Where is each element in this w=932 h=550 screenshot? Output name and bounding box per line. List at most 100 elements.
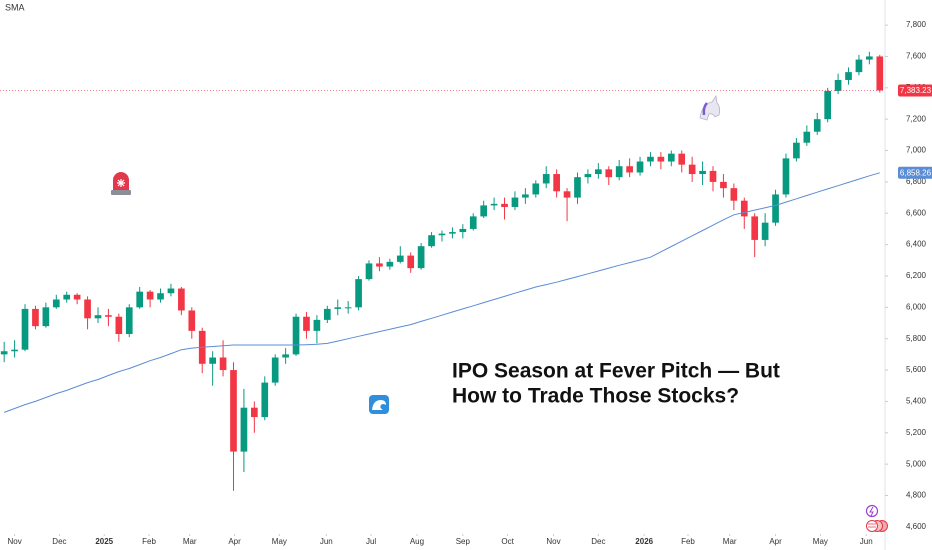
candle-body (323, 308, 331, 320)
candle-body (761, 222, 769, 240)
candle-body (219, 357, 227, 371)
x-tick-label: Jun (320, 537, 333, 546)
x-tick-label: Mar (183, 537, 197, 546)
candle-body (866, 56, 873, 60)
candle-body (532, 183, 540, 195)
candle-body (428, 235, 435, 247)
x-tick-label: Nov (7, 537, 21, 546)
annotation-line: How to Trade Those Stocks? (452, 385, 739, 408)
candle-body (834, 79, 842, 91)
candle-body (313, 319, 321, 331)
x-tick-label: Sep (456, 537, 471, 546)
y-tick-label: 5,600 (906, 365, 927, 374)
y-tick-label: 6,600 (906, 208, 927, 217)
y-tick-label: 5,800 (906, 334, 927, 343)
candle-body (21, 308, 29, 350)
candle-body (376, 263, 383, 267)
candle-body (574, 177, 581, 198)
candle-body (188, 310, 196, 331)
x-tick-label: Jul (366, 537, 376, 546)
y-tick-label: 6,400 (906, 240, 927, 249)
y-tick-label: 7,000 (906, 146, 927, 155)
y-tick-label: 6,800 (906, 177, 927, 186)
candle-body (678, 153, 686, 165)
flash-icon (865, 504, 879, 518)
y-tick-label: 7,600 (906, 52, 927, 61)
candle-body (0, 351, 8, 355)
candle-body (584, 174, 592, 178)
candle-body (751, 216, 759, 240)
candle-body (542, 174, 550, 184)
price-tag-label: 6,858.26 (900, 168, 932, 177)
candle-body (261, 382, 269, 418)
candle-body (469, 216, 477, 229)
candle-body (855, 59, 863, 73)
price-tag-label: 7,383.23 (900, 86, 932, 95)
candle-body (11, 349, 18, 352)
candle-body (42, 307, 50, 327)
candle-body (292, 316, 300, 355)
plot-area (0, 51, 885, 491)
annotation-line: IPO Season at Fever Pitch — But (452, 360, 780, 383)
x-tick-label: Apr (769, 537, 782, 546)
candle-body (105, 315, 112, 317)
x-tick-label: Aug (410, 537, 424, 546)
candle-body (876, 56, 884, 91)
candle-body (230, 370, 237, 452)
x-tick-label: Nov (546, 537, 560, 546)
x-tick-label: Dec (52, 537, 66, 546)
y-tick-label: 6,200 (906, 271, 927, 280)
candle-body (793, 142, 800, 159)
x-tick-label: Feb (681, 537, 695, 546)
candle-body (709, 170, 717, 182)
candle-body (334, 307, 342, 309)
candle-body (52, 299, 60, 308)
candle-body (73, 294, 81, 300)
candle-body (386, 261, 394, 267)
candle-body (438, 233, 446, 236)
x-tick-label: Mar (723, 537, 737, 546)
candle-body (490, 203, 498, 206)
x-tick-label: Jun (860, 537, 873, 546)
candle-body (355, 279, 362, 308)
x-tick-label: 2026 (635, 537, 653, 546)
candle-body (501, 203, 508, 207)
candle-body (94, 315, 102, 319)
candle-body (667, 153, 675, 162)
y-tick-label: 7,800 (906, 20, 927, 29)
candle-body (647, 156, 654, 162)
candle-body (605, 169, 613, 178)
candle-body (511, 197, 519, 207)
y-tick-label: 4,600 (906, 522, 927, 531)
candle-body (178, 288, 185, 311)
x-tick-label: 2025 (95, 537, 113, 546)
candle-body (167, 288, 175, 294)
axes: 4,600 4,800 5,000 5,200 5,400 5,600 5,800 6,000… (7, 0, 932, 550)
x-tick-label: Apr (228, 537, 241, 546)
candle-body (563, 191, 571, 198)
candle-body (824, 90, 832, 120)
indicator-label: SMA (5, 2, 25, 12)
wave-icon (369, 395, 389, 414)
x-tick-label: Dec (591, 537, 605, 546)
y-tick-label: 5,000 (906, 459, 927, 468)
candle-body (396, 255, 404, 262)
candle-body (730, 188, 738, 201)
flag-icon (866, 520, 888, 532)
candle-body (720, 181, 727, 189)
y-tick-label: 6,000 (906, 302, 927, 311)
y-tick-label: 4,800 (906, 491, 927, 500)
candle-body (636, 161, 644, 173)
y-tick-label: 5,400 (906, 397, 927, 406)
x-tick-label: Feb (142, 537, 156, 546)
candle-body (657, 156, 665, 162)
candle-body (146, 291, 154, 300)
candle-body (740, 200, 748, 217)
unicorn-icon (699, 94, 721, 121)
candle-body (157, 293, 164, 300)
candle-body (772, 194, 779, 223)
candle-body (32, 308, 39, 327)
candle-body (240, 407, 248, 452)
